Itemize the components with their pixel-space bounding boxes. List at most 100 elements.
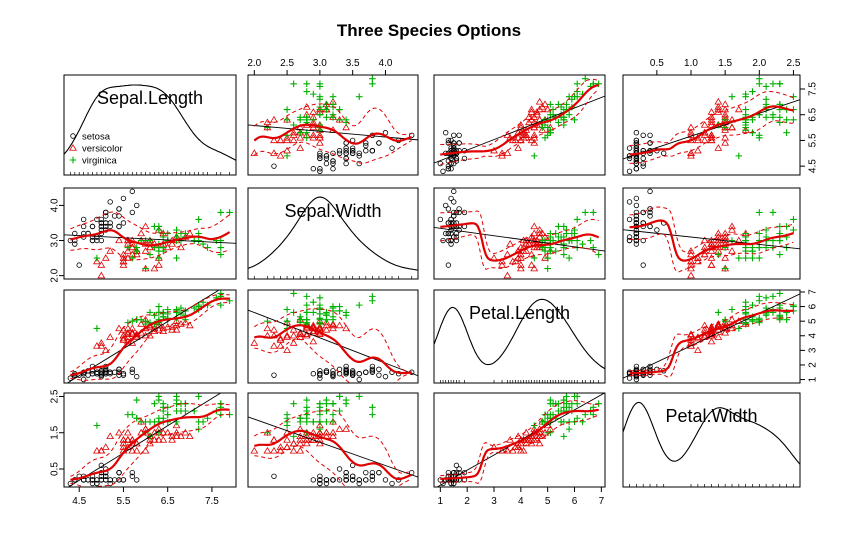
data-point — [728, 226, 736, 233]
data-point — [190, 304, 198, 312]
data-point — [168, 325, 177, 333]
panel-frame — [433, 74, 606, 176]
spread-upper — [629, 302, 794, 372]
data-point — [70, 133, 76, 139]
data-point — [296, 144, 305, 151]
data-point — [756, 254, 763, 262]
axis-Sepal.Width-left: 2.0 3.0 4.0 — [50, 198, 65, 283]
density-curve — [434, 298, 605, 370]
data-point — [633, 202, 640, 209]
data-point — [155, 396, 163, 404]
data-point — [640, 155, 646, 162]
data-point — [115, 236, 123, 244]
data-point — [119, 443, 128, 450]
tick-label: 7.5 — [205, 496, 219, 507]
data-point — [363, 140, 369, 146]
data-point — [264, 429, 271, 437]
data-point — [448, 160, 454, 167]
data-point — [323, 368, 330, 374]
data-point — [448, 230, 454, 237]
data-point — [290, 290, 297, 297]
data-point — [322, 325, 331, 333]
data-point — [626, 155, 633, 162]
data-point — [783, 129, 790, 137]
data-point — [530, 425, 539, 432]
data-point — [349, 371, 356, 377]
data-point — [310, 477, 317, 483]
data-point — [589, 404, 597, 411]
data-point — [539, 124, 546, 131]
data-point — [356, 371, 362, 377]
data-point — [728, 123, 736, 131]
data-point — [97, 341, 106, 349]
data-point — [141, 247, 150, 254]
data-point — [776, 312, 784, 319]
data-point — [355, 393, 363, 400]
spread-upper — [440, 400, 599, 477]
data-point — [693, 346, 702, 354]
data-point — [270, 341, 278, 349]
data-point — [453, 230, 460, 237]
data-point — [271, 372, 277, 378]
data-point — [343, 160, 349, 167]
axis-Petal.Width-left: 0.5 1.5 2.5 — [50, 389, 65, 476]
data-point — [309, 337, 318, 345]
data-point — [116, 366, 122, 373]
data-point — [119, 325, 128, 333]
data-point — [342, 400, 350, 408]
smooth-curve — [440, 408, 599, 480]
data-point — [296, 316, 304, 324]
data-point — [123, 247, 132, 254]
data-point — [111, 477, 118, 483]
data-point — [115, 324, 123, 332]
data-point — [119, 257, 128, 265]
data-point — [303, 396, 311, 404]
data-point — [440, 168, 446, 174]
data-point — [389, 145, 395, 151]
spread-upper — [254, 308, 412, 373]
data-point — [107, 480, 113, 487]
axis-Petal.Length-right: 1 2 3 4 5 6 7 — [799, 289, 819, 382]
data-point — [119, 254, 128, 261]
data-point — [503, 446, 512, 454]
data-point — [182, 407, 189, 415]
data-point — [633, 142, 640, 149]
data-point — [97, 446, 106, 454]
data-point — [565, 254, 573, 262]
data-point — [560, 251, 568, 258]
data-point — [146, 251, 154, 258]
data-point — [563, 393, 570, 400]
data-point — [461, 155, 468, 162]
data-point — [647, 188, 653, 195]
data-point — [445, 166, 452, 172]
data-point — [276, 446, 285, 454]
data-point — [369, 75, 376, 83]
data-point — [349, 148, 356, 154]
data-point — [94, 480, 100, 487]
panel-frame — [622, 187, 801, 280]
data-point — [687, 331, 695, 339]
data-point — [270, 136, 278, 144]
data-point — [159, 233, 167, 241]
data-point — [343, 148, 349, 154]
data-point — [693, 136, 702, 144]
data-point — [640, 163, 646, 169]
data-point — [98, 237, 105, 244]
data-point — [557, 418, 565, 426]
data-point — [707, 240, 716, 247]
data-point — [749, 254, 756, 262]
data-point — [721, 229, 730, 237]
tick-label: 4.5 — [72, 496, 86, 507]
data-point — [137, 418, 145, 426]
data-point — [276, 136, 285, 144]
data-point — [721, 254, 730, 261]
data-point — [349, 145, 356, 151]
data-point — [721, 265, 729, 272]
spread-lower — [629, 120, 794, 164]
panel-frame — [247, 392, 419, 488]
data-point — [119, 436, 128, 443]
data-point — [342, 425, 351, 432]
spread-lower — [629, 316, 794, 378]
data-point — [195, 393, 202, 400]
data-point — [356, 376, 362, 383]
